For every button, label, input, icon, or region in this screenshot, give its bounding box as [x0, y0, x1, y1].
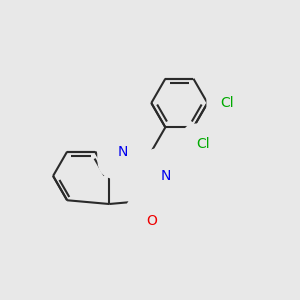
- Text: N: N: [160, 169, 170, 183]
- Text: Cl: Cl: [196, 137, 210, 151]
- Text: O: O: [146, 214, 157, 228]
- Text: N: N: [118, 145, 128, 159]
- Text: Cl: Cl: [220, 96, 234, 110]
